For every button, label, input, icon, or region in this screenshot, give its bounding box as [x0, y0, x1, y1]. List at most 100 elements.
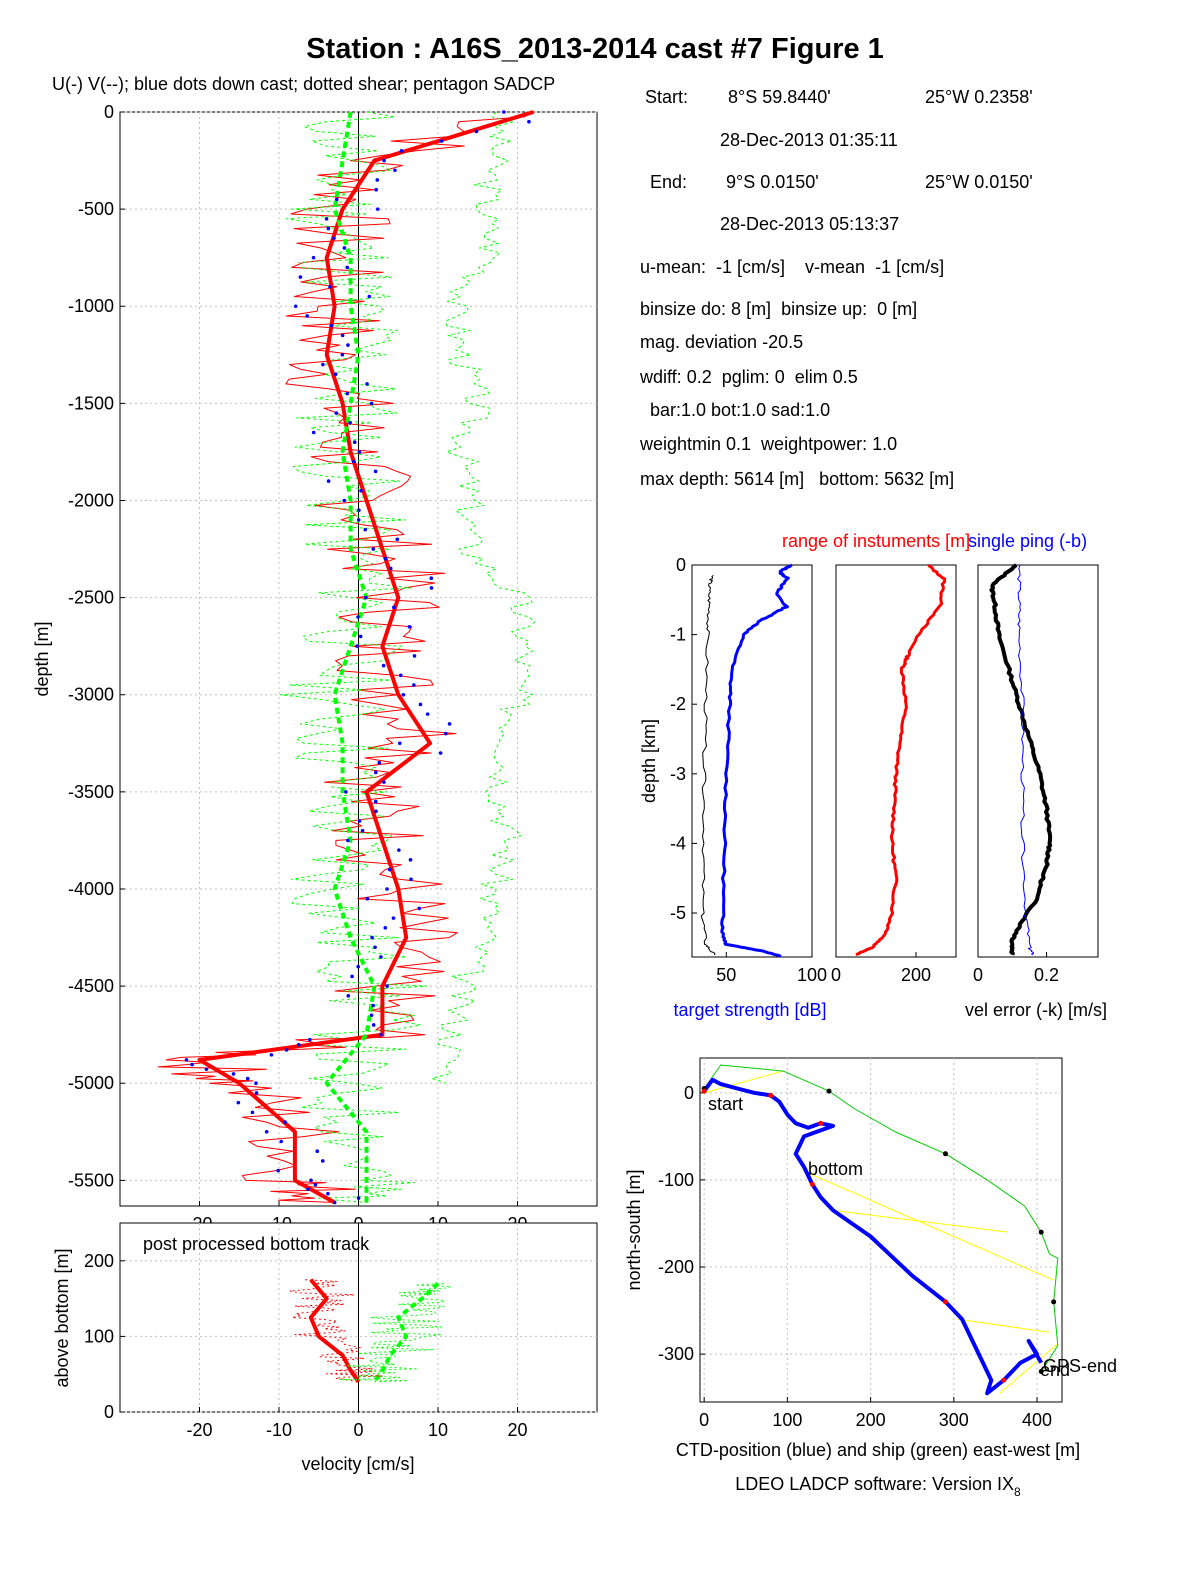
- down-cast-dot: [397, 848, 401, 852]
- x-tick-label: 0: [973, 965, 983, 985]
- down-cast-dot: [326, 479, 331, 483]
- profile-line: [989, 563, 1053, 956]
- down-cast-dot: [359, 488, 363, 493]
- down-cast-dot: [293, 304, 298, 309]
- x-tick-label: 20: [507, 1420, 527, 1440]
- down-cast-dot: [409, 877, 413, 882]
- down-cast-dot: [348, 420, 352, 425]
- ship-marker: [826, 1088, 832, 1094]
- down-cast-dot: [305, 314, 309, 318]
- bt-u-shear: [289, 1279, 384, 1383]
- down-cast-dot: [474, 129, 479, 134]
- bottom-track-title: post processed bottom track: [143, 1234, 370, 1254]
- y-tick-label: -2500: [68, 588, 114, 608]
- down-cast-dot: [350, 974, 354, 979]
- y-tick-label: -3500: [68, 782, 114, 802]
- down-cast-dot: [342, 246, 347, 250]
- footer-sub: 8: [1014, 1485, 1021, 1499]
- bottom-track-ylabel: above bottom [m]: [52, 1248, 72, 1387]
- profile-ylabel: depth [m]: [32, 621, 52, 696]
- down-cast-dot: [371, 547, 376, 551]
- down-cast-dot: [392, 605, 396, 610]
- target-strength-ylabel: depth [km]: [639, 719, 659, 803]
- x-tick-label: -10: [266, 1420, 292, 1440]
- down-cast-dot: [387, 867, 392, 872]
- down-cast-dot: [393, 168, 397, 173]
- down-cast-dot: [395, 537, 400, 542]
- y-tick-label: -4500: [68, 976, 114, 996]
- down-cast-dot: [264, 1129, 269, 1134]
- info-line: bar:1.0 bot:1.0 sad:1.0: [640, 400, 830, 420]
- y-tick-label: 0: [676, 555, 686, 575]
- track-series: [701, 1064, 1059, 1396]
- down-cast-dot: [401, 692, 406, 697]
- down-cast-dot: [447, 722, 452, 726]
- down-cast-dot: [374, 809, 378, 814]
- y-tick-label: -2000: [68, 490, 114, 510]
- profile-line: [1017, 564, 1034, 956]
- y-tick-label: -5500: [68, 1170, 114, 1190]
- ship-marker: [942, 1151, 948, 1157]
- down-cast-dot: [308, 1037, 312, 1042]
- u-profile-line: [197, 110, 534, 1205]
- down-cast-dot: [373, 945, 377, 950]
- down-cast-dot: [398, 673, 403, 678]
- profile-line: [700, 574, 716, 956]
- down-cast-dot: [360, 828, 365, 833]
- down-cast-dot: [407, 624, 412, 629]
- y-tick-label: -3: [670, 764, 686, 784]
- ctd-ship-link: [999, 1343, 1059, 1394]
- profile-title: U(-) V(--); blue dots down cast; dotted …: [52, 74, 555, 94]
- down-cast-dot: [388, 566, 393, 571]
- track-label-bottom: bottom: [808, 1159, 863, 1179]
- down-cast-dot: [379, 955, 383, 959]
- down-cast-dot: [352, 440, 357, 445]
- down-cast-dot: [254, 1081, 258, 1086]
- track-x-ticks: 0 100 200 300 400: [699, 1397, 1052, 1430]
- down-cast-dot: [429, 576, 434, 580]
- start-time: 28-Dec-2013 01:35:11: [720, 130, 898, 150]
- down-cast-dot: [315, 1149, 320, 1154]
- x-tick-label: 0: [699, 1410, 709, 1430]
- info-panel: Start: 8°S 59.8440' 25°W 0.2358' 28-Dec-…: [639, 87, 1033, 489]
- down-cast-dot: [346, 838, 350, 843]
- ctd-marker: [818, 1120, 824, 1126]
- profile-chart: U(-) V(--); blue dots down cast; dotted …: [32, 74, 598, 1234]
- end-lon: 25°W 0.0150': [925, 172, 1033, 192]
- ctd-ship-link: [704, 1070, 784, 1094]
- down-cast-dot: [375, 207, 380, 211]
- ctd-ship-link: [803, 1170, 1054, 1281]
- y-tick-label: -4000: [68, 879, 114, 899]
- track-label-start: start: [708, 1094, 743, 1114]
- ship-marker: [1038, 1229, 1044, 1235]
- track-y-ticks: 0 -100 -200 -300: [658, 1083, 705, 1364]
- ctd-marker: [1001, 1377, 1007, 1383]
- y-tick-label: -4: [670, 833, 686, 853]
- info-line: mag. deviation -20.5: [640, 332, 803, 352]
- down-cast-dot: [367, 294, 372, 299]
- down-cast-dot: [340, 333, 345, 338]
- down-cast-dot: [184, 1058, 189, 1062]
- down-cast-dot: [269, 1053, 274, 1057]
- down-cast-dot: [328, 285, 332, 289]
- down-cast-dot: [412, 683, 416, 687]
- down-cast-dot: [236, 1100, 241, 1105]
- info-line: wdiff: 0.2 pglim: 0 elim 0.5: [639, 367, 858, 387]
- down-cast-dot: [369, 1013, 374, 1018]
- down-cast-dot: [279, 1139, 284, 1144]
- down-cast-dot: [346, 994, 351, 998]
- down-cast-dot: [373, 770, 378, 775]
- down-cast-dot: [333, 372, 338, 377]
- down-cast-dot: [399, 149, 404, 153]
- x-tick-label: 400: [1022, 1410, 1052, 1430]
- down-cast-dot: [364, 595, 368, 600]
- info-line: weightmin 0.1 weightpower: 1.0: [639, 434, 897, 454]
- down-cast-dot: [365, 382, 369, 386]
- bottom-track-chart: -20 -10 0 10 20 0 100 200 post processed botto…: [52, 1222, 598, 1474]
- down-cast-dot: [357, 508, 361, 513]
- down-cast-dot: [444, 731, 448, 736]
- down-cast-dot: [385, 984, 389, 988]
- down-cast-dot: [527, 119, 531, 124]
- down-cast-dot: [324, 217, 329, 221]
- info-line: binsize do: 8 [m] binsize up: 0 [m]: [640, 299, 917, 319]
